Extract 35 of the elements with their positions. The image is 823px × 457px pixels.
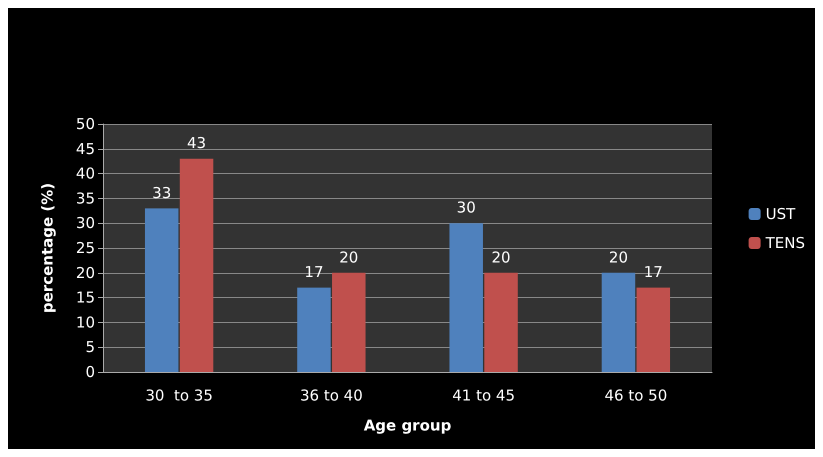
y-tick-label: 30 (76, 214, 95, 232)
y-tick-label: 40 (76, 164, 95, 183)
data-label: 20 (491, 248, 511, 266)
x-axis-title: Age group (364, 416, 452, 434)
y-tick-label: 25 (76, 239, 95, 257)
data-label: 33 (152, 184, 172, 202)
data-label: 17 (304, 263, 324, 282)
y-tick-label: 45 (76, 140, 95, 158)
data-label: 20 (608, 248, 628, 266)
bar (144, 208, 178, 372)
y-tick-label: 50 (76, 115, 95, 133)
data-label: 30 (456, 198, 476, 217)
x-tick-label: 41 to 45 (452, 386, 516, 404)
bar (180, 158, 214, 372)
legend-label: UST (766, 205, 796, 223)
bar (297, 288, 331, 372)
bar (602, 272, 636, 372)
data-label: 20 (339, 248, 358, 266)
bar (636, 288, 670, 372)
y-tick-label: 15 (76, 288, 95, 307)
bar (332, 272, 366, 372)
x-tick-label: 46 to 50 (604, 386, 668, 404)
y-tick-label: 5 (85, 338, 95, 356)
y-tick-label: 10 (76, 313, 95, 332)
legend-label: TENS (764, 234, 806, 252)
data-label: 43 (186, 134, 206, 152)
bar (449, 223, 483, 372)
y-axis-title: percentage (%) (38, 182, 56, 314)
y-tick-label: 0 (85, 363, 95, 381)
x-tick-label: 36 to 40 (300, 386, 363, 404)
x-tick-label: 30 to 35 (145, 386, 213, 404)
y-tick-label: 35 (76, 189, 95, 208)
data-label: 17 (644, 263, 663, 282)
y-tick-label: 20 (76, 264, 95, 282)
bar (484, 272, 518, 372)
